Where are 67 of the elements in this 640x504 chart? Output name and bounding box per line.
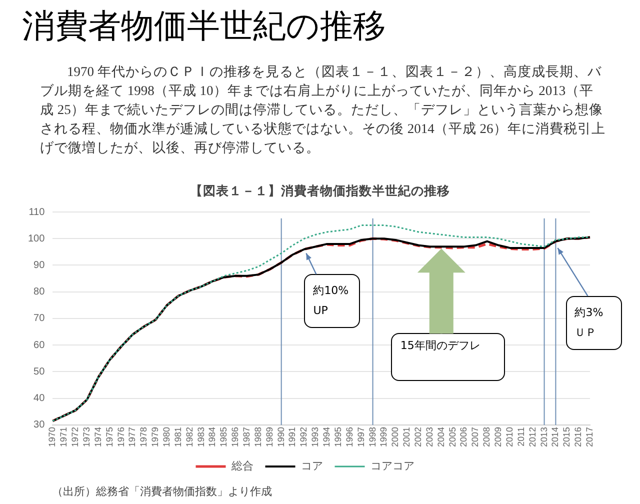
- x-tick-label: 1995: [332, 426, 343, 448]
- legend-label: コア: [300, 460, 323, 473]
- x-tick-label: 1985: [218, 426, 229, 448]
- y-tick-label: 80: [34, 286, 46, 298]
- x-tick-label: 2016: [573, 426, 584, 448]
- x-tick-label: 1977: [127, 426, 138, 448]
- x-tick-label: 2003: [424, 426, 434, 448]
- x-tick-label: 2008: [482, 426, 492, 448]
- legend-label: コアコア: [370, 460, 414, 473]
- x-tick-label: 1981: [172, 426, 183, 448]
- x-tick-label: 1986: [230, 426, 240, 448]
- x-tick-label: 2014: [550, 426, 560, 448]
- x-tick-label: 1984: [207, 426, 218, 448]
- x-tick-label: 1996: [344, 426, 354, 448]
- x-tick-label: 1998: [367, 426, 378, 448]
- x-tick-label: 2005: [447, 426, 458, 448]
- x-tick-label: 2011: [516, 426, 526, 446]
- y-tick-label: 70: [34, 313, 46, 324]
- x-tick-label: 1978: [138, 426, 149, 448]
- y-tick-label: 110: [28, 206, 46, 218]
- x-tick-label: 1989: [264, 426, 274, 448]
- x-tick-label: 2010: [504, 426, 514, 448]
- x-tick-label: 1982: [184, 426, 194, 448]
- text-box: 15年間のデフレ: [391, 332, 506, 381]
- x-tick-label: 1971: [58, 426, 69, 448]
- x-tick-label: 2012: [527, 426, 538, 448]
- y-tick-label: 100: [28, 233, 46, 244]
- x-tick-label: 2000: [390, 426, 400, 448]
- text-box: 約3% ＵＰ: [566, 296, 622, 350]
- text-box: 約10% UP: [304, 274, 360, 328]
- x-tick-label: 1987: [242, 426, 252, 448]
- x-tick-label: 2013: [538, 426, 549, 448]
- x-tick-label: 2006: [458, 426, 469, 448]
- x-tick-label: 1990: [276, 426, 286, 448]
- x-tick-label: 1994: [322, 426, 332, 448]
- y-tick-label: 40: [34, 393, 46, 404]
- y-tick-label: 30: [34, 420, 46, 431]
- x-tick-label: 2009: [493, 426, 504, 448]
- x-tick-label: 2015: [562, 426, 572, 448]
- x-tick-label: 1991: [287, 426, 298, 448]
- x-tick-label: 1970: [47, 426, 58, 448]
- x-tick-label: 1993: [310, 426, 320, 448]
- x-tick-label: 1988: [252, 426, 263, 448]
- legend-label: 総合: [230, 460, 254, 473]
- x-tick-label: 2004: [436, 426, 446, 448]
- x-tick-label: 2007: [470, 426, 480, 448]
- x-tick-label: 2017: [584, 426, 594, 448]
- x-tick-label: 1974: [92, 426, 103, 448]
- text: 1970 年代からのＣＰＩの推移を見ると（図表１－１、図表１－２）、高度成長期、バブル期を経て 1998（平成 10）年までは右肩上がりに上がっていたが、同年から 2013（平成 25）年まで続いたデフレの間は停滞している。ただし、「デフレ」という言葉から想像される程、物価水準が逓減している状態ではない。その後 2014（平成 26）年に消費税引上げで微増したが、以後、再び停滞している。: [40, 63, 606, 157]
- x-tick-label: 1972: [70, 426, 80, 448]
- x-tick-label: 1999: [378, 426, 389, 448]
- x-tick-label: 2001: [402, 426, 412, 448]
- x-tick-label: 2002: [413, 426, 423, 448]
- chart-title: 消費者物価半世紀の推移: [22, 5, 386, 47]
- x-tick-label: 1975: [104, 426, 114, 448]
- y-tick-label: 90: [34, 260, 46, 271]
- x-tick-label: 1983: [196, 426, 206, 448]
- x-tick-label: 1997: [356, 426, 366, 448]
- y-tick-label: 50: [34, 366, 46, 378]
- x-tick-label: 1979: [150, 426, 160, 448]
- x-tick-label: 1976: [116, 426, 126, 448]
- x-tick-label: 1980: [161, 426, 172, 448]
- y-tick-label: 60: [34, 340, 46, 351]
- text: （出所）総務省「消費者物価指数」より作成: [52, 485, 272, 499]
- x-tick-label: 1992: [298, 426, 309, 448]
- x-tick-label: 1973: [81, 426, 92, 448]
- chart-subtitle: 【図表１－１】消費者物価指数半世紀の推移: [189, 183, 451, 200]
